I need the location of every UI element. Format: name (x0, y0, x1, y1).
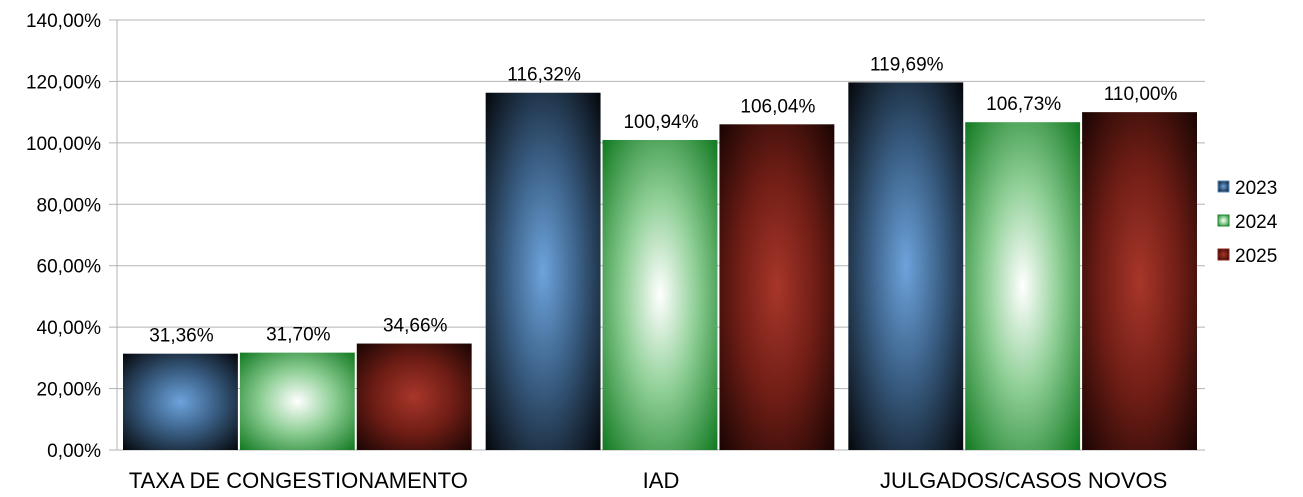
legend-label: 2023 (1235, 178, 1277, 199)
data-label: 31,36% (149, 326, 214, 347)
data-label: 116,32% (507, 65, 581, 86)
legend-label: 2025 (1235, 246, 1277, 267)
bar-2024-0 (239, 352, 355, 450)
y-tick-label: 60,00% (37, 257, 102, 278)
data-label: 34,66% (383, 316, 448, 337)
x-tick-label: IAD (643, 468, 680, 493)
data-label: 119,69% (870, 54, 944, 75)
bar-2023-1 (485, 92, 601, 450)
y-tick-label: 120,00% (26, 72, 101, 93)
bar-2024-1 (602, 139, 718, 450)
data-label: 100,94% (623, 112, 698, 133)
data-label: 110,00% (1104, 84, 1178, 105)
bars (123, 82, 1197, 451)
x-tick-label: JULGADOS/CASOS NOVOS (880, 468, 1167, 493)
data-label: 31,70% (266, 325, 331, 346)
legend-swatch (1217, 214, 1230, 227)
y-tick-label: 0,00% (47, 441, 101, 462)
legend-swatch (1217, 248, 1230, 261)
data-label: 106,73% (986, 94, 1061, 115)
data-label: 106,04% (740, 96, 815, 117)
y-tick-label: 20,00% (37, 380, 102, 401)
y-tick-label: 140,00% (26, 11, 101, 32)
legend-label: 2024 (1235, 212, 1278, 233)
legend: 2023 2024 2025 (1217, 178, 1278, 267)
bar-2025-0 (356, 343, 472, 450)
legend-swatch (1217, 180, 1230, 193)
x-tick-label: TAXA DE CONGESTIONAMENTO (129, 468, 468, 493)
y-tick-label: 80,00% (37, 195, 102, 216)
y-tick-label: 40,00% (37, 318, 102, 339)
data-labels: 31,36% 31,70% 34,66% 116,32% 100,94% 106,04% 1… (149, 54, 1177, 346)
bar-2025-1 (719, 124, 835, 450)
bar-2025-2 (1082, 112, 1197, 451)
bar-2023-0 (123, 353, 238, 450)
bar-2024-2 (965, 122, 1081, 450)
y-tick-label: 100,00% (26, 134, 101, 155)
bar-2023-2 (848, 82, 964, 451)
